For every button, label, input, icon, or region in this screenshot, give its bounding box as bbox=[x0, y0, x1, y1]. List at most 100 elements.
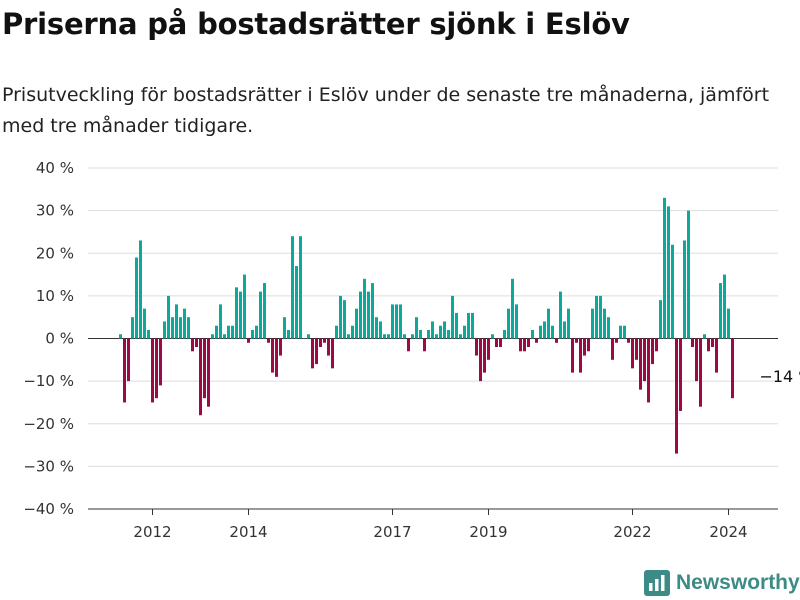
bar bbox=[387, 334, 390, 339]
bar bbox=[691, 338, 694, 348]
chart-subtitle: Prisutveckling för bostadsrätter i Eslöv… bbox=[2, 84, 770, 137]
bar bbox=[499, 338, 502, 348]
bar bbox=[611, 338, 614, 360]
bar bbox=[223, 334, 226, 339]
bar bbox=[135, 257, 138, 339]
bar bbox=[279, 338, 282, 356]
bar bbox=[151, 338, 154, 403]
bar bbox=[671, 244, 674, 339]
bar bbox=[375, 317, 378, 339]
bar bbox=[307, 334, 310, 339]
bar bbox=[571, 338, 574, 373]
bar bbox=[687, 210, 690, 339]
bar bbox=[575, 338, 578, 343]
bar bbox=[187, 317, 190, 339]
bar bbox=[347, 334, 350, 339]
bar bbox=[303, 338, 306, 339]
bar bbox=[335, 325, 338, 339]
bar bbox=[555, 338, 558, 343]
bar bbox=[443, 321, 446, 339]
bar bbox=[679, 338, 682, 411]
bar bbox=[543, 321, 546, 339]
bar bbox=[235, 287, 238, 339]
bar bbox=[155, 338, 158, 399]
bar bbox=[331, 338, 334, 369]
bar bbox=[247, 338, 250, 343]
bar bbox=[539, 325, 542, 339]
bar bbox=[683, 240, 686, 339]
bar bbox=[431, 321, 434, 339]
bar bbox=[455, 312, 458, 339]
bar bbox=[267, 338, 270, 343]
bar bbox=[139, 240, 142, 339]
bar bbox=[427, 329, 430, 339]
bar bbox=[379, 321, 382, 339]
x-tick-label: 2012 bbox=[133, 523, 171, 541]
bar bbox=[547, 308, 550, 339]
bar bbox=[435, 334, 438, 339]
bar bbox=[195, 338, 198, 348]
bar bbox=[511, 278, 514, 339]
bar bbox=[451, 295, 454, 339]
bar bbox=[359, 291, 362, 339]
y-tick-label: −40 % bbox=[23, 500, 74, 518]
bar bbox=[243, 274, 246, 339]
y-tick-label: 10 % bbox=[36, 287, 74, 305]
bar bbox=[559, 291, 562, 339]
bar bbox=[655, 338, 658, 352]
bar bbox=[415, 317, 418, 339]
bar bbox=[287, 329, 290, 339]
y-tick-label: −30 % bbox=[23, 457, 74, 475]
bar bbox=[479, 338, 482, 382]
bar bbox=[467, 312, 470, 339]
bar bbox=[595, 295, 598, 339]
bar bbox=[567, 308, 570, 339]
bar bbox=[623, 325, 626, 339]
bar bbox=[523, 338, 526, 352]
y-tick-label: 0 % bbox=[45, 330, 74, 348]
chart-title: Priserna på bostadsrätter sjönk i Eslöv bbox=[2, 7, 630, 41]
bar bbox=[727, 308, 730, 339]
y-tick-label: 40 % bbox=[36, 159, 74, 177]
bar bbox=[591, 308, 594, 339]
bar bbox=[399, 304, 402, 339]
bar bbox=[667, 206, 670, 339]
bar bbox=[131, 317, 134, 339]
bar bbox=[323, 338, 326, 343]
bar bbox=[615, 338, 618, 343]
bar bbox=[731, 338, 734, 399]
bar bbox=[587, 338, 590, 352]
bar bbox=[439, 325, 442, 339]
x-tick-label: 2024 bbox=[709, 523, 747, 541]
bar bbox=[607, 317, 610, 339]
bar bbox=[707, 338, 710, 352]
bar bbox=[255, 325, 258, 339]
bar bbox=[711, 338, 714, 348]
bar bbox=[143, 308, 146, 339]
bar bbox=[171, 317, 174, 339]
bar bbox=[163, 321, 166, 339]
bar bbox=[159, 338, 162, 386]
bar bbox=[339, 295, 342, 339]
bar bbox=[411, 334, 414, 339]
bar bbox=[371, 283, 374, 339]
y-tick-label: 30 % bbox=[36, 202, 74, 220]
bar bbox=[179, 317, 182, 339]
bar bbox=[635, 338, 638, 360]
bar bbox=[299, 236, 302, 339]
bar bbox=[459, 334, 462, 339]
bar bbox=[535, 338, 538, 343]
y-tick-label: −10 % bbox=[23, 372, 74, 390]
bar bbox=[515, 304, 518, 339]
bar bbox=[259, 291, 262, 339]
bar bbox=[487, 338, 490, 360]
bar bbox=[719, 283, 722, 339]
bar bbox=[531, 329, 534, 339]
bar bbox=[643, 338, 646, 382]
bar bbox=[319, 338, 322, 348]
bar bbox=[283, 317, 286, 339]
bar bbox=[695, 338, 698, 382]
bar bbox=[723, 274, 726, 339]
bar bbox=[507, 308, 510, 339]
x-tick-label: 2017 bbox=[373, 523, 411, 541]
